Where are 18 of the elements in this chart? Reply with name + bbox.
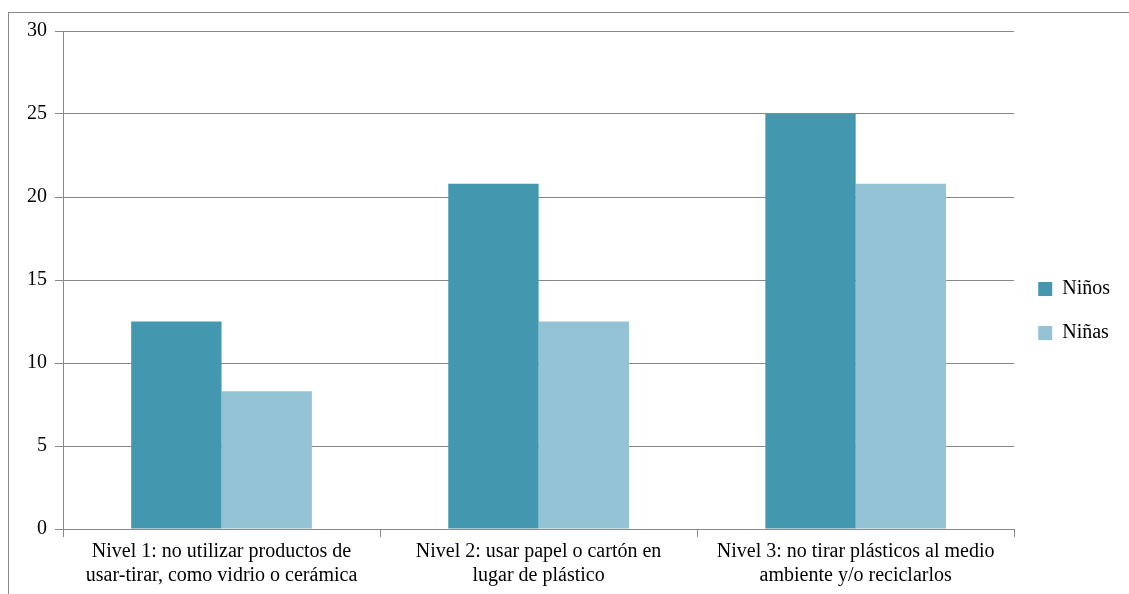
y-tick-label: 25 — [27, 101, 47, 124]
y-tick-label: 15 — [27, 267, 47, 290]
x-tick-label: Nivel 3: no tirar plásticos al medio ambiente y/o reciclarlos — [716, 539, 995, 587]
bar — [131, 321, 222, 529]
y-tick-label: 30 — [27, 18, 47, 41]
bar — [221, 391, 312, 529]
x-tick-label: Nivel 1: no utilizar productos de usar-tirar, como vidrio o cerámica — [85, 539, 358, 586]
y-tick-label: 10 — [27, 350, 47, 373]
bar — [855, 183, 947, 529]
y-tick-label: 5 — [37, 433, 47, 456]
bar — [448, 183, 539, 529]
legend-label: Niños — [1062, 276, 1111, 299]
x-tick-label: Nivel 2: usar papel o cartón en lugar de plástico — [415, 539, 662, 587]
bar — [538, 321, 629, 529]
legend-label: Niñas — [1062, 320, 1110, 343]
bar — [765, 114, 856, 529]
y-tick-label: 20 — [27, 184, 47, 207]
y-tick-label: 0 — [37, 516, 47, 539]
